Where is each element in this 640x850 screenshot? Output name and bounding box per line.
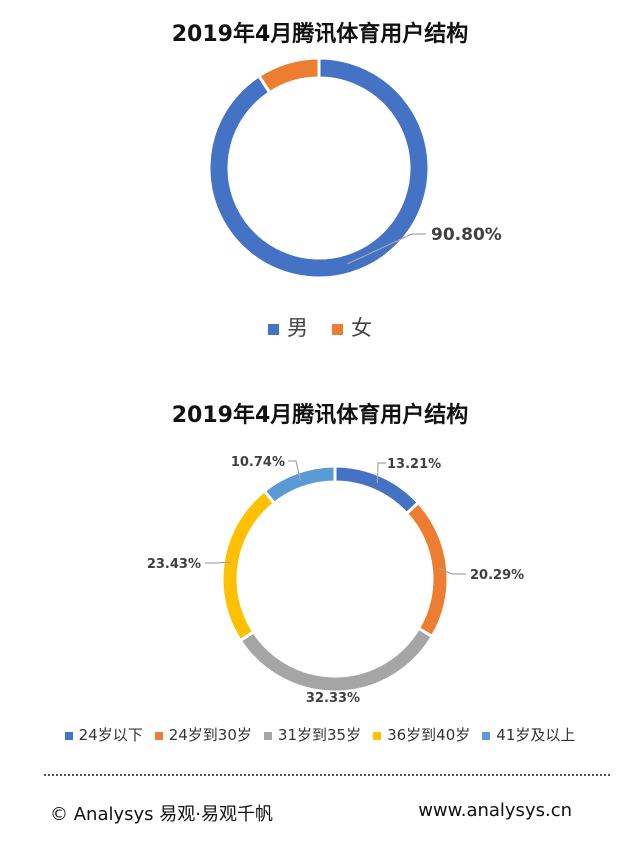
legend-label: 24岁以下	[78, 726, 143, 744]
legend-label: 36岁到40岁	[387, 726, 471, 744]
age-donut-chart: 13.21% 20.29% 32.33% 23.43% 10.74%	[147, 455, 524, 705]
data-label-1-0: 13.21%	[387, 457, 441, 472]
leader-line-0-0	[347, 233, 426, 265]
slice-1-4	[262, 464, 337, 506]
slice-1-3	[220, 488, 277, 643]
legend-swatch	[154, 731, 163, 740]
leader-line-1-2	[329, 683, 338, 689]
legend-item-1-4: 41岁及以上	[482, 724, 575, 745]
legend-item-0-0: 男	[268, 312, 308, 342]
legend-label: 24岁到30岁	[168, 726, 252, 744]
chart-title-gender: 2019年4月腾讯体育用户结构	[171, 22, 469, 47]
gender-legend: 男女	[0, 312, 640, 342]
data-label-1-3: 23.43%	[147, 557, 201, 572]
legend-item-0-1: 女	[332, 312, 372, 342]
footer-website: www.analysys.cn	[418, 800, 572, 821]
footer-copyright: © Analysys 易观·易观千帆	[50, 804, 273, 825]
legend-swatch	[482, 731, 491, 740]
leader-line-1-1	[439, 567, 466, 575]
data-label-1-2: 32.33%	[306, 691, 360, 705]
legend-swatch	[373, 731, 382, 740]
footer-divider	[44, 774, 610, 776]
chart-title-age: 2019年4月腾讯体育用户结构	[171, 403, 469, 428]
gender-donut-chart: 90.80%	[207, 56, 502, 280]
data-label-1-1: 20.29%	[470, 568, 524, 583]
slice-1-0	[333, 464, 421, 516]
legend-label: 41岁及以上	[496, 726, 576, 744]
legend-item-1-3: 36岁到40岁	[373, 724, 470, 745]
legend-item-1-1: 24岁到30岁	[154, 724, 252, 745]
slice-0-0	[207, 56, 431, 280]
legend-swatch	[263, 731, 272, 740]
age-legend: 24岁以下 24岁到30岁 31岁到35岁 36岁到40岁 41岁及以上	[0, 724, 640, 745]
leader-line-1-0	[376, 462, 386, 483]
legend-label: 31岁到35岁	[277, 726, 362, 744]
leader-line-1-4	[288, 460, 301, 481]
legend-swatch	[268, 323, 279, 335]
slice-0-1	[256, 56, 321, 95]
legend-item-1-2: 31岁到35岁	[263, 724, 362, 745]
slice-1-2	[238, 626, 435, 694]
legend-swatch	[332, 323, 343, 335]
data-label-0-0: 90.80%	[431, 225, 502, 245]
legend-item-1-0: 24岁以下	[64, 724, 143, 745]
legend-label: 男	[287, 316, 308, 340]
legend-swatch	[64, 731, 73, 740]
leader-line-1-3	[205, 561, 232, 564]
data-label-1-4: 10.74%	[231, 455, 285, 470]
legend-label: 女	[351, 316, 372, 340]
